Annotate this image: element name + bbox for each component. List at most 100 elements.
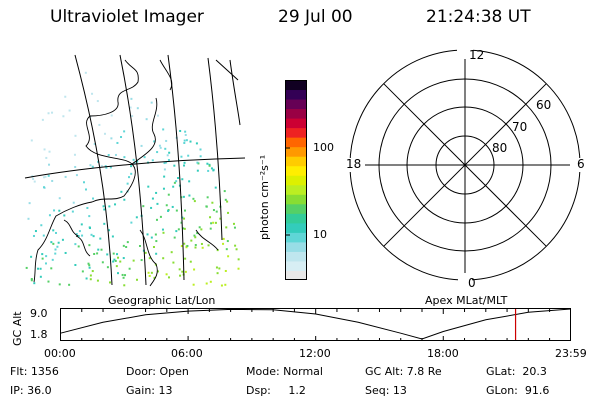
uv-emission-dot [45,255,48,258]
uv-emission-dot [188,180,191,183]
instrument-title: Ultraviolet Imager [50,7,204,27]
uv-emission-dot [175,209,178,212]
uv-emission-dot [152,246,155,249]
uv-emission-dot [93,142,96,145]
uv-emission-dot [207,169,210,172]
uv-emission-dot [108,205,111,208]
uv-emission-dot [209,280,212,283]
uv-emission-dot [83,181,86,184]
uv-emission-dot [196,232,199,235]
uv-emission-dot [72,201,75,204]
uv-emission-dot [201,246,204,249]
status-dsp: Dsp: 1.2 [246,384,306,397]
uv-emission-dot [135,216,138,219]
uv-emission-dot [80,223,83,226]
uv-emission-dot [153,276,156,279]
uv-emission-dot [199,155,202,158]
uv-emission-dot [206,196,209,199]
polar-panel-label: Apex MLat/MLT [425,294,508,307]
uv-emission-dot [40,224,43,227]
uv-emission-dot [184,257,187,260]
uv-emission-dot [199,148,202,151]
uv-emission-dot [193,268,196,271]
uv-emission-dot [237,258,240,261]
uv-emission-dot [183,227,186,230]
uv-emission-dot [194,246,197,249]
uv-emission-dot [37,267,40,270]
uv-emission-dot [151,159,154,162]
uv-emission-dot [88,244,91,247]
uv-emission-dot [182,227,185,230]
uv-emission-dot [77,235,80,238]
uv-emission-dot [92,235,95,238]
uv-emission-dot [89,278,92,281]
uv-emission-dot [158,144,161,147]
uv-emission-dot [190,239,193,242]
uv-emission-dot [196,169,199,172]
uv-emission-dot [165,139,168,142]
uv-emission-dot [215,266,218,269]
uv-emission-dot [122,276,125,279]
uv-emission-dot [212,221,215,224]
uv-emission-dot [140,259,143,262]
uv-emission-dot [30,255,33,258]
uv-emission-dot [96,100,99,103]
meridian-fragment [215,59,239,81]
date-label: 29 Jul 00 [278,7,353,27]
uv-emission-dot [126,182,129,185]
uv-emission-dot [100,164,103,167]
uv-emission-dot [58,209,61,212]
uv-emission-dot [182,195,185,198]
uv-emission-dot [50,267,53,270]
uv-emission-dot [84,71,87,74]
uv-emission-dot [128,267,131,270]
uv-emission-dot [175,230,178,233]
uv-emission-dot [32,177,35,180]
uv-emission-dot [74,243,77,246]
uv-emission-dot [123,284,126,287]
uv-emission-dot [167,158,170,161]
uv-emission-dot [165,161,168,164]
uv-emission-dot [88,215,91,218]
uv-emission-dot [209,216,212,219]
uv-emission-dot [166,154,169,157]
uv-emission-dot [44,175,47,178]
uv-emission-dot [168,151,171,154]
uv-emission-dot [150,206,153,209]
uv-emission-dot [212,169,215,172]
colorbar-cell [285,118,307,129]
uv-emission-dot [156,151,159,154]
uv-emission-dot [51,179,54,182]
uv-emission-dot [183,161,186,164]
uv-emission-dot [89,274,92,277]
uv-emission-dot [193,234,196,237]
uv-emission-dot [96,252,99,255]
uv-emission-dot [136,160,139,163]
uv-emission-dot [135,278,138,281]
uv-emission-dot [43,148,46,151]
uv-emission-dot [187,154,190,157]
uv-emission-dot [227,211,230,214]
uv-emission-dot [50,241,53,244]
orbit-altitude-line [60,308,571,340]
uv-emission-dot [215,210,218,213]
uv-emission-dot [68,283,71,286]
uv-emission-dot [163,162,166,165]
uv-emission-dot [235,248,238,251]
uv-emission-dot [119,260,122,263]
uv-emission-dot [179,129,182,132]
uv-emission-dot [170,251,173,254]
uv-emission-dot [155,252,158,255]
orbit-ytick-max: 9.0 [30,307,48,320]
uv-emission-dot [130,172,133,175]
colorbar-cell [285,184,307,195]
uv-emission-dot [81,270,84,273]
colorbar-cell [285,175,307,186]
uv-emission-dot [74,263,77,266]
uv-emission-dot [189,140,192,143]
uv-emission-dot [90,233,93,236]
uv-emission-dot [151,197,154,200]
uv-emission-dot [163,175,166,178]
status-glon: GLon: 91.6 [486,384,550,397]
uv-emission-dot [54,231,57,234]
